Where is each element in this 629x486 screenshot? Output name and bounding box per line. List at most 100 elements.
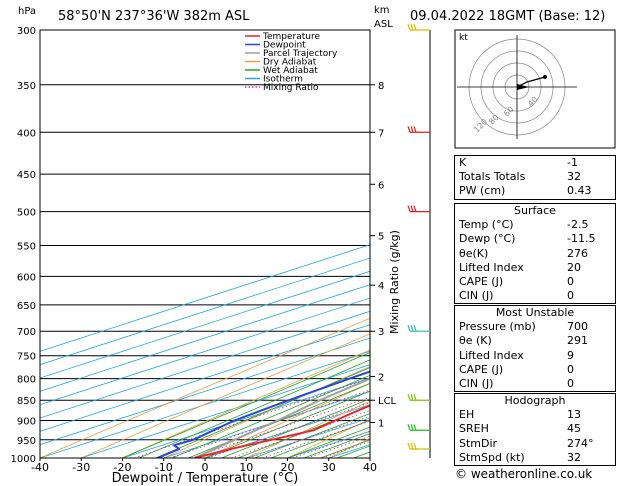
surface-value: -11.5 bbox=[567, 232, 596, 246]
legend-label: Temperature bbox=[262, 32, 320, 42]
pressure-tick-label: 850 bbox=[17, 396, 36, 407]
wind-barb-feather bbox=[413, 424, 417, 431]
wet-adiabat-line bbox=[204, 390, 370, 458]
mu-label: CIN (J) bbox=[459, 377, 494, 391]
wet-adiabat-line bbox=[188, 382, 370, 458]
isotherm-line bbox=[40, 337, 370, 446]
hpa-label: hPa bbox=[18, 6, 36, 17]
pressure-tick-label: 350 bbox=[17, 81, 36, 92]
index-label: K bbox=[459, 156, 467, 169]
height-tick-label: 6 bbox=[378, 180, 384, 191]
wind-barb-feather bbox=[407, 325, 411, 332]
surface-label: CAPE (J) bbox=[459, 275, 504, 289]
temperature-line bbox=[194, 404, 370, 458]
dewpoint-line bbox=[157, 370, 370, 458]
isotherm-line bbox=[40, 284, 370, 392]
profile-lines bbox=[157, 370, 370, 458]
legend-label: Wet Adiabat bbox=[263, 66, 318, 76]
isotherm-line bbox=[40, 310, 370, 419]
pressure-tick-label: 550 bbox=[17, 241, 36, 252]
wind-barb-feather bbox=[413, 394, 417, 401]
wind-barb-feather bbox=[407, 424, 411, 431]
wind-barbs bbox=[407, 23, 431, 458]
pressure-tick-label: 400 bbox=[17, 128, 36, 139]
dry-adiabat-line bbox=[163, 366, 370, 458]
mixing-ratio-line bbox=[169, 389, 370, 458]
storm-motion-marker bbox=[517, 84, 529, 90]
pressure-tick-label: 950 bbox=[17, 436, 36, 447]
wind-barb-feather bbox=[407, 442, 411, 450]
surface-value: 276 bbox=[567, 246, 588, 260]
pressure-axis: 300 350 400 450 500 550 600 650 700 750 800 850 900 9… bbox=[11, 26, 36, 465]
wind-barb-feather bbox=[413, 126, 417, 133]
surface-label: CIN (J) bbox=[459, 289, 494, 303]
isotherm-line bbox=[40, 297, 370, 406]
most-unstable-panel: Most Unstable Pressure (mb) 700 θe (K) 291… bbox=[454, 305, 616, 393]
mu-value: 0 bbox=[567, 362, 574, 376]
surface-value: 20 bbox=[567, 260, 581, 274]
dry-adiabat-line bbox=[122, 349, 370, 458]
height-tick-label: 4 bbox=[378, 281, 384, 292]
dry-adiabat-line bbox=[246, 400, 370, 458]
datetime-title: 09.04.2022 18GMT (Base: 12) bbox=[410, 9, 605, 24]
index-value: -1 bbox=[567, 156, 578, 169]
mu-label: Lifted Index bbox=[459, 348, 524, 362]
wet-adiabat-line bbox=[122, 352, 370, 458]
wind-barb-feather bbox=[413, 205, 417, 212]
surface-label: Dewp (°C) bbox=[459, 232, 516, 246]
surface-label: Lifted Index bbox=[459, 260, 524, 274]
km-label: km bbox=[374, 5, 390, 16]
dry-adiabat-line bbox=[40, 317, 370, 458]
wet-adiabat-line bbox=[138, 359, 370, 458]
temperature-tick-label: -20 bbox=[114, 461, 132, 474]
pressure-tick-label: 800 bbox=[17, 375, 36, 386]
hodograph-frame bbox=[454, 29, 616, 149]
pressure-tick-label: 500 bbox=[17, 208, 36, 219]
temperature-tick-label: -30 bbox=[72, 461, 90, 474]
mixing-ratio-line bbox=[191, 396, 370, 458]
dry-adiabat-line bbox=[618, 30, 629, 458]
wind-barb-feather bbox=[407, 394, 411, 401]
height-tick-label: 5 bbox=[378, 232, 384, 243]
parcel-trajectory-line bbox=[194, 377, 370, 458]
pressure-tick-label: 750 bbox=[17, 352, 36, 363]
isotherm-line bbox=[81, 364, 370, 458]
mixing-ratio-axis-label: Mixing Ratio (g/kg) bbox=[388, 230, 401, 334]
index-label: Totals Totals bbox=[459, 170, 526, 184]
wind-barb-feather bbox=[413, 442, 417, 450]
hodograph-unit-label: kt bbox=[459, 33, 468, 43]
legend-label: Parcel Trajectory bbox=[263, 49, 338, 59]
surface-title: Surface bbox=[514, 204, 556, 217]
hodo-label: StmSpd (kt) bbox=[459, 450, 525, 464]
temperature-axis: -40 -30 -20 -10 0 10 20 30 40 bbox=[31, 458, 377, 474]
temperature-tick-label: -40 bbox=[31, 461, 49, 474]
pressure-tick-label: 700 bbox=[17, 327, 36, 338]
surface-value: 0 bbox=[567, 275, 574, 289]
isotherm-line bbox=[40, 324, 370, 432]
wind-barb-feather bbox=[410, 126, 414, 133]
height-tick-label: 3 bbox=[378, 327, 384, 338]
hodo-value: 45 bbox=[567, 422, 581, 436]
most-unstable-title: Most Unstable bbox=[495, 306, 575, 319]
pressure-tick-label: 900 bbox=[17, 417, 36, 428]
wind-barb-feather bbox=[410, 442, 414, 450]
x-axis-label: Dewpoint / Temperature (°C) bbox=[112, 471, 299, 486]
hodo-value: 13 bbox=[567, 408, 581, 422]
asl-label: ASL bbox=[374, 19, 393, 30]
wet-adiabat-line bbox=[254, 413, 370, 458]
hodograph-panel: Hodograph EH 13 SREH 45 StmDir 274° StmSpd … bbox=[454, 393, 616, 467]
wind-barb-feather bbox=[410, 325, 414, 332]
legend-label: Dewpoint bbox=[263, 41, 306, 51]
location-title: 58°50'N 237°36'W 382m ASL bbox=[58, 9, 250, 24]
surface-label: θe(K) bbox=[459, 246, 489, 260]
height-tick-label: 2 bbox=[378, 372, 384, 383]
wind-barb-feather bbox=[410, 424, 414, 431]
indices-panel: K -1 Totals Totals 32 PW (cm) 0.43 bbox=[454, 155, 616, 200]
height-tick-label: 8 bbox=[378, 81, 384, 92]
wind-barb-feather bbox=[413, 23, 417, 31]
mu-label: θe (K) bbox=[459, 334, 492, 348]
isotherm-line bbox=[40, 350, 370, 458]
dry-adiabat-line bbox=[204, 383, 370, 458]
wet-adiabat-line bbox=[171, 374, 370, 458]
hodo-label: StmDir bbox=[459, 436, 498, 450]
